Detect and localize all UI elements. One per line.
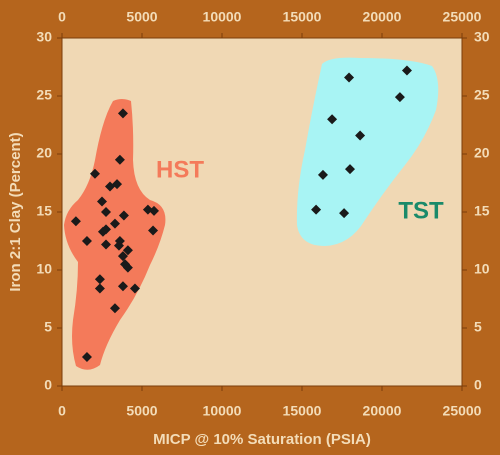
y-tick-label-right: 15 <box>474 203 490 219</box>
x-tick-label: 10000 <box>203 403 242 419</box>
point <box>317 169 328 180</box>
point <box>97 226 108 237</box>
point <box>101 207 111 217</box>
x-tick-label-top: 5000 <box>126 9 157 25</box>
y-axis-title: Iron 2:1 Clay (Percent) <box>7 132 24 291</box>
point <box>109 303 120 314</box>
point <box>109 218 120 229</box>
point <box>114 154 125 165</box>
point <box>97 196 107 207</box>
point <box>148 225 159 236</box>
x-tick-label-top: 25000 <box>443 9 482 25</box>
point <box>355 130 366 141</box>
point <box>94 283 105 294</box>
x-tick-label-top: 20000 <box>363 9 402 25</box>
point <box>401 65 412 76</box>
point <box>345 164 355 175</box>
y-tick-label-right: 5 <box>474 319 482 335</box>
point <box>89 168 100 179</box>
x-tick-label-top: 0 <box>58 9 66 25</box>
point <box>105 181 115 192</box>
point <box>344 72 355 83</box>
x-tick-label-top: 15000 <box>283 9 322 25</box>
y-tick-label: 25 <box>36 87 52 103</box>
tst-label: TST <box>398 197 444 224</box>
point <box>81 352 92 362</box>
point <box>327 114 338 125</box>
y-tick-label-right: 0 <box>474 377 482 393</box>
point <box>81 236 92 246</box>
y-tick-label-right: 20 <box>474 145 490 161</box>
x-tick-label: 15000 <box>283 403 322 419</box>
hst-region <box>64 99 166 370</box>
hst-label: HST <box>156 156 204 183</box>
point <box>113 240 124 251</box>
y-tick-label: 15 <box>36 203 52 219</box>
point <box>117 251 128 262</box>
y-tick-label-right: 25 <box>474 87 490 103</box>
tst-region <box>296 57 439 246</box>
y-tick-label: 30 <box>36 29 52 45</box>
y-tick-label: 10 <box>36 261 52 277</box>
point <box>70 216 81 227</box>
point <box>129 283 140 294</box>
point <box>311 204 322 215</box>
x-tick-label: 25000 <box>443 403 482 419</box>
point <box>117 108 128 119</box>
point <box>149 205 159 216</box>
x-axis-title: MICP @ 10% Saturation (PSIA) <box>153 431 371 448</box>
x-tick-label: 5000 <box>126 403 157 419</box>
point <box>101 239 111 250</box>
point <box>117 281 128 292</box>
y-tick-label: 20 <box>36 145 52 161</box>
y-tick-label: 0 <box>44 377 52 393</box>
x-tick-label: 20000 <box>363 403 402 419</box>
y-tick-label: 5 <box>44 319 52 335</box>
point <box>122 245 133 256</box>
point <box>118 210 129 221</box>
point <box>94 274 105 285</box>
point <box>339 208 350 219</box>
x-tick-label: 0 <box>58 403 66 419</box>
point <box>394 92 405 103</box>
y-tick-label-right: 10 <box>474 261 490 277</box>
y-tick-label-right: 30 <box>474 29 490 45</box>
point <box>122 262 133 273</box>
x-tick-label-top: 10000 <box>203 9 242 25</box>
